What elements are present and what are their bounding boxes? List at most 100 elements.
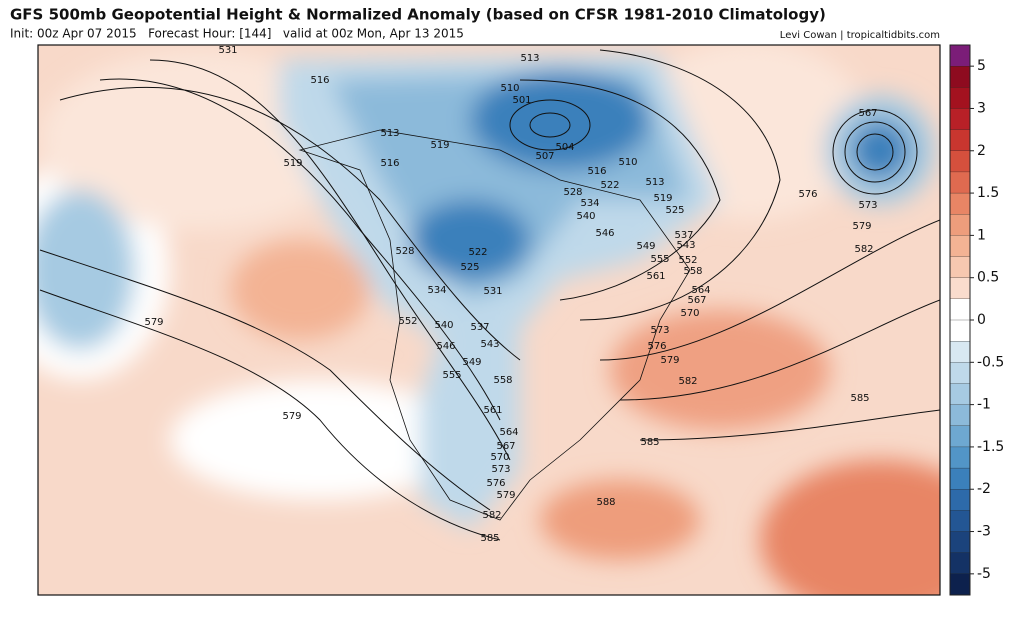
colorbar-box: [949, 298, 971, 321]
contour-label: 573: [650, 325, 669, 336]
contour-label: 540: [434, 320, 453, 331]
colorbar-label: -1.5: [977, 439, 1004, 455]
contour-label: 567: [496, 441, 515, 452]
contour-label: 579: [852, 221, 871, 232]
colorbar-label: 5: [977, 58, 986, 74]
contour-label: 528: [563, 187, 582, 198]
contour-label: 555: [442, 370, 461, 381]
colorbar-box: [949, 171, 971, 194]
contour-label: 588: [596, 497, 615, 508]
colorbar-box: [949, 341, 971, 363]
colorbar-label: -3: [977, 524, 991, 540]
colorbar-box: [949, 425, 971, 448]
map: 5315165135105015135195165195045075105165…: [38, 45, 940, 595]
colorbar-box: [949, 192, 971, 215]
colorbar-box: [949, 319, 971, 342]
contour-label: 552: [398, 316, 417, 327]
contour-label: 579: [144, 317, 163, 328]
colorbar-box: [949, 235, 971, 257]
contour-label: 546: [595, 228, 614, 239]
contour-label: 564: [691, 285, 710, 296]
colorbar-box: [949, 108, 971, 131]
contour-label: 573: [858, 200, 877, 211]
colorbar-box: [949, 467, 971, 490]
colorbar-box: [949, 256, 971, 279]
contour-label: 516: [587, 166, 606, 177]
contour-label: 579: [282, 411, 301, 422]
contour-label: 579: [496, 490, 515, 501]
colorbar-box: [949, 277, 971, 300]
contour-label: 513: [645, 177, 664, 188]
contour-label: 585: [640, 437, 659, 448]
contour-label: 543: [480, 339, 499, 350]
contour-label: 585: [850, 393, 869, 404]
contour-label: 555: [650, 254, 669, 265]
contour-label: 528: [395, 246, 414, 257]
colorbar-label: 3: [977, 100, 986, 116]
contour-label: 576: [486, 478, 505, 489]
colorbar-box: [949, 404, 971, 427]
contour-label: 507: [535, 151, 554, 162]
colorbar-box: [949, 87, 971, 109]
contour-label: 510: [618, 157, 637, 168]
colorbar-box: [949, 510, 971, 532]
contour-label: 519: [430, 140, 449, 151]
contour-label: 552: [678, 255, 697, 266]
colorbar-label: 2: [977, 143, 986, 159]
colorbar-label: -0.5: [977, 354, 1004, 370]
contour-label: 585: [480, 533, 499, 544]
contour-label: 570: [680, 308, 699, 319]
contour-label: 501: [512, 95, 531, 106]
colorbar-label: 0.5: [977, 270, 999, 286]
contour-label: 534: [427, 285, 446, 296]
contour-label: 558: [493, 375, 512, 386]
contour-label: 531: [218, 45, 237, 56]
contour-label: 582: [854, 244, 873, 255]
colorbar-box: [949, 573, 971, 596]
colorbar-box: [949, 150, 971, 173]
colorbar: 5 3 2 1.5 1 0.5 0 -0.5 -1 -1.5 -2 -3 -5: [949, 44, 1004, 596]
contour-label: 582: [678, 376, 697, 387]
title: GFS 500mb Geopotential Height & Normaliz…: [10, 6, 826, 24]
init-info: Init: 00z Apr 07 2015 Forecast Hour: [14…: [10, 27, 464, 41]
contour-label: 549: [636, 241, 655, 252]
contour-label: 576: [798, 189, 817, 200]
contour-label: 570: [490, 452, 509, 463]
credit: Levi Cowan | tropicaltidbits.com: [780, 30, 940, 41]
contour-label: 543: [676, 240, 695, 251]
contour-label: 582: [482, 510, 501, 521]
contour-label: 516: [380, 158, 399, 169]
contour-label: 567: [858, 108, 877, 119]
contour-label: 504: [555, 142, 574, 153]
contour-label: 519: [653, 193, 672, 204]
colorbar-label: -5: [977, 566, 991, 582]
contour-label: 537: [674, 230, 693, 241]
contour-label: 525: [665, 205, 684, 216]
contour-label: 534: [580, 198, 599, 209]
colorbar-box: [949, 129, 971, 152]
map-frame: [37, 44, 941, 596]
colorbar-box: [949, 214, 971, 236]
contour-label: 573: [491, 464, 510, 475]
contour-label: 579: [660, 355, 679, 366]
contour-label: 576: [647, 341, 666, 352]
contour-label: 537: [470, 322, 489, 333]
colorbar-box: [949, 552, 971, 575]
contour-label: 561: [646, 271, 665, 282]
contour-label: 531: [483, 286, 502, 297]
contour-label: 546: [436, 341, 455, 352]
colorbar-label: 1.5: [977, 185, 999, 201]
colorbar-box: [949, 446, 971, 469]
colorbar-label: -2: [977, 481, 991, 497]
colorbar-label: -1: [977, 397, 991, 413]
colorbar-box: [949, 383, 971, 406]
colorbar-box: [949, 66, 971, 88]
colorbar-box: [949, 531, 971, 554]
contour-label: 564: [499, 427, 518, 438]
colorbar-box: [949, 362, 971, 384]
contour-label: 567: [687, 295, 706, 306]
contour-label: 522: [468, 247, 487, 258]
contour-label: 513: [380, 128, 399, 139]
colorbar-box: [949, 44, 971, 67]
